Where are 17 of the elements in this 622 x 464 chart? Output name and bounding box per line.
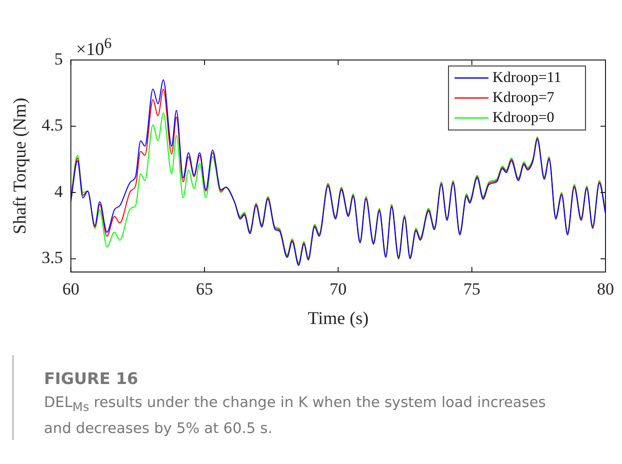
y-tick-label: 4 [54,182,64,201]
x-axis-title: Time (s) [308,308,369,328]
caption: FIGURE 16 [44,369,140,388]
x-tick-label: 70 [330,280,347,299]
y-tick-label: 4.5 [42,116,63,135]
y-axis-title: Shaft Torque (Nm) [10,98,30,234]
y-tick-label: 5 [54,49,63,68]
text: DEL$_{Ms}$ results under the change in K when the system load increases and decreases by 5% at 60.5 s. [44,394,547,439]
x-tick-label: 65 [196,280,214,299]
legend-label: Kdroop=11 [492,70,562,86]
x-tick-label: 75 [463,280,480,299]
legend-label: Kdroop=7 [492,90,555,106]
text: ×10$^{6}$ [76,36,112,60]
x-tick-label: 80 [597,280,614,299]
x-tick-label: 60 [62,280,80,299]
legend-label: Kdroop=0 [492,110,554,126]
y-tick-label: 3.5 [42,248,63,268]
